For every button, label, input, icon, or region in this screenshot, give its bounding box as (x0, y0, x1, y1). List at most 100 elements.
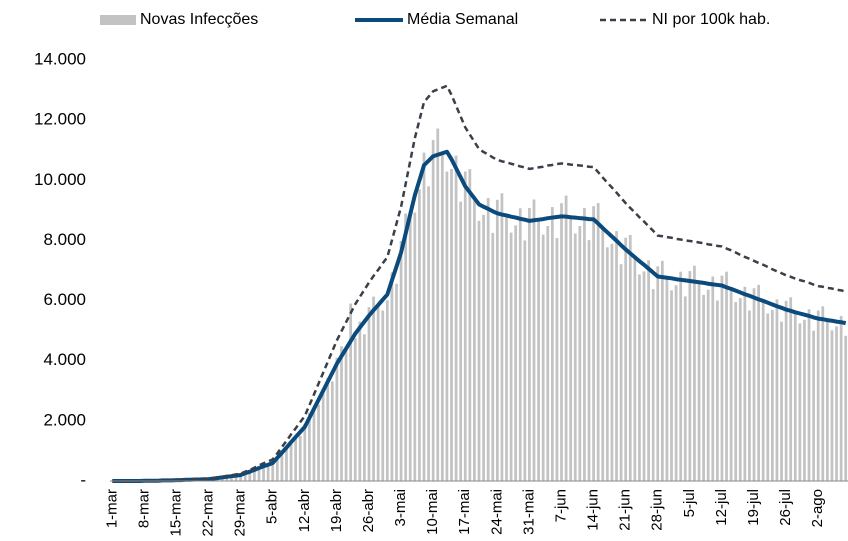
bar (830, 330, 834, 481)
bar (770, 309, 774, 481)
bar (395, 283, 398, 481)
bar (509, 232, 513, 481)
bar (651, 289, 655, 481)
bar (555, 238, 559, 481)
bar (234, 475, 238, 481)
bar (615, 231, 618, 481)
x-tick-label: 7-jun (552, 489, 569, 522)
bar (317, 404, 320, 481)
bar (725, 271, 728, 481)
bar (605, 247, 609, 481)
y-tick-label: 14.000 (34, 49, 86, 68)
x-tick-label: 1-mar (103, 489, 120, 528)
bar (349, 303, 353, 481)
x-tick-label: 5-abr (264, 489, 281, 524)
bar (532, 199, 536, 481)
bar (248, 471, 252, 481)
bar (495, 199, 499, 481)
bar (253, 470, 256, 481)
bar (715, 300, 719, 481)
bar (404, 213, 408, 482)
bar (385, 300, 389, 481)
bar (454, 155, 458, 481)
bar (523, 240, 527, 481)
x-tick-label: 12-jul (713, 489, 730, 526)
bar (459, 201, 463, 482)
bar (807, 309, 811, 481)
bar (280, 452, 284, 481)
bar (706, 289, 710, 481)
bar (697, 282, 701, 481)
bar (546, 225, 550, 481)
bar (560, 203, 563, 481)
y-tick-label: 10.000 (34, 170, 86, 189)
x-tick-label: 2-ago (809, 489, 826, 527)
bar (303, 424, 307, 481)
bar (239, 474, 243, 481)
x-tick-label: 26-jul (777, 489, 794, 526)
y-tick-label: 4.000 (43, 350, 86, 369)
bar (610, 243, 614, 481)
bar (463, 171, 467, 481)
bar (775, 299, 779, 481)
y-tick-label: 8.000 (43, 230, 86, 249)
bar (376, 305, 380, 481)
bar (289, 443, 293, 481)
x-tick-label: 21-jun (617, 489, 634, 531)
bar (642, 271, 646, 481)
bar (550, 207, 554, 481)
bar (835, 326, 838, 481)
bar (573, 233, 577, 481)
bar (537, 219, 540, 481)
x-tick-label: 17-mai (456, 489, 473, 535)
bar (491, 232, 495, 481)
bar (633, 257, 637, 481)
bar (683, 296, 687, 481)
bar (757, 284, 760, 481)
x-tick-label: 28-jun (649, 489, 666, 531)
bar (427, 186, 430, 482)
bar (230, 475, 233, 481)
bar (702, 294, 705, 481)
bar (729, 288, 733, 481)
bar (257, 468, 261, 481)
bar (285, 449, 288, 481)
bar (308, 412, 311, 481)
bar (482, 214, 485, 481)
bar (390, 272, 394, 481)
bar (674, 285, 678, 481)
bar (243, 472, 247, 481)
bar (844, 335, 848, 481)
bar (624, 237, 628, 481)
bar (372, 296, 375, 481)
bar (514, 225, 518, 481)
bar (399, 241, 403, 481)
bar (271, 462, 275, 481)
bar (225, 476, 229, 481)
bar (486, 198, 490, 481)
y-tick-label: 12.000 (34, 110, 86, 129)
x-tick-label: 22-mar (200, 489, 217, 537)
bar (440, 153, 444, 481)
bar (340, 346, 343, 481)
bar (450, 168, 453, 481)
bar (587, 240, 591, 481)
bar (422, 152, 426, 481)
bar (743, 286, 747, 481)
bar (752, 288, 756, 481)
bar (500, 193, 504, 481)
bar (738, 298, 742, 481)
bar (436, 128, 440, 481)
bar (638, 274, 641, 481)
bar (711, 276, 715, 481)
bar (803, 319, 806, 481)
bar (670, 290, 673, 481)
y-tick-label: - (80, 470, 86, 489)
bar (358, 321, 362, 481)
bar (688, 271, 692, 481)
bar (665, 277, 669, 481)
bar (583, 207, 586, 482)
bar (330, 381, 334, 481)
bar (418, 189, 421, 482)
bar (505, 215, 508, 481)
